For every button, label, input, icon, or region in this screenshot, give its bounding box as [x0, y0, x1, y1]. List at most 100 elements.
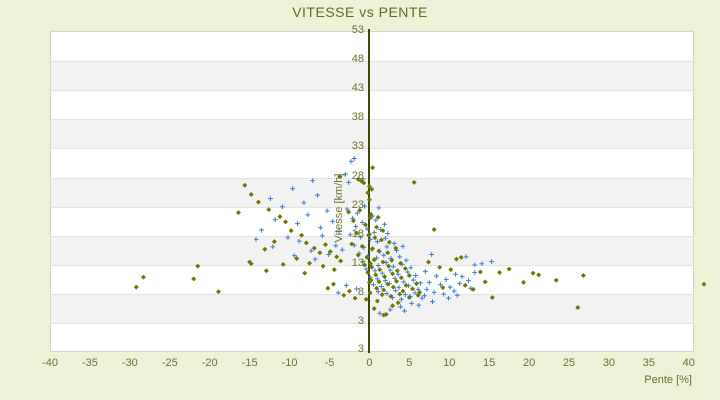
y-tick-label: 38: [351, 111, 364, 124]
data-point: [359, 243, 365, 249]
data-point: [410, 277, 416, 283]
data-point: [370, 165, 376, 171]
data-point: [386, 263, 392, 269]
data-point: [405, 269, 411, 275]
data-point: [263, 268, 269, 274]
data-point: [375, 263, 381, 269]
data-point: [349, 241, 355, 247]
data-point: [364, 254, 370, 260]
data-point: [362, 222, 368, 228]
data-point: [468, 285, 474, 291]
data-point: [262, 246, 268, 252]
data-point: [408, 265, 414, 271]
plot-area: [50, 31, 694, 352]
data-point: [417, 289, 423, 295]
data-point: [280, 261, 286, 267]
data-point: [296, 238, 302, 244]
data-point: [302, 270, 308, 276]
data-point: [406, 295, 412, 301]
data-point: [394, 278, 400, 284]
chart-title: VITESSE vs PENTE: [292, 4, 428, 20]
data-point: [368, 211, 374, 217]
data-point: [365, 270, 371, 276]
data-point: [317, 250, 323, 256]
data-point: [140, 274, 146, 280]
data-point: [400, 288, 406, 294]
data-point: [390, 284, 396, 290]
data-point: [353, 224, 359, 230]
data-point: [358, 178, 364, 184]
data-point: [242, 182, 248, 188]
data-point: [335, 290, 341, 296]
data-point: [431, 226, 437, 232]
y-tick-label: 48: [351, 53, 364, 66]
data-point: [440, 285, 446, 291]
data-point: [322, 242, 328, 248]
data-point: [421, 293, 427, 299]
data-point: [530, 270, 536, 276]
data-point: [390, 271, 396, 277]
data-point: [409, 300, 415, 306]
x-tick-label: -40: [42, 357, 58, 369]
data-point: [419, 295, 425, 301]
data-point: [402, 308, 408, 314]
data-point: [422, 268, 428, 274]
data-point: [447, 284, 453, 290]
data-point: [374, 276, 380, 282]
data-point: [398, 260, 404, 266]
data-point: [433, 273, 439, 279]
data-point: [337, 174, 343, 179]
data-point: [375, 289, 381, 295]
data-point: [320, 263, 326, 269]
data-point: [267, 196, 273, 202]
data-point: [383, 260, 389, 266]
data-point: [331, 267, 337, 273]
y-tick-label: 23: [351, 198, 364, 211]
data-point: [479, 261, 485, 267]
data-point: [291, 253, 297, 259]
plot-band: [51, 177, 693, 207]
x-tick-label: 35: [642, 357, 655, 369]
data-point: [429, 299, 435, 305]
data-point: [400, 243, 406, 249]
data-point: [387, 307, 393, 313]
data-point: [325, 285, 331, 291]
data-point: [393, 245, 399, 251]
data-point: [364, 226, 370, 232]
data-point: [191, 276, 197, 282]
data-point: [389, 257, 395, 263]
data-point: [279, 204, 285, 210]
data-point: [412, 290, 418, 296]
x-tick-label: -25: [161, 357, 178, 369]
data-point: [453, 256, 459, 262]
x-tick-label: 25: [562, 357, 576, 369]
data-point: [283, 219, 289, 225]
data-point: [398, 304, 404, 310]
data-point: [406, 272, 412, 278]
data-point: [384, 290, 390, 296]
data-point: [354, 286, 360, 292]
data-point: [393, 288, 399, 294]
x-tick-label: -35: [81, 357, 98, 369]
data-point: [536, 272, 542, 278]
data-point: [402, 292, 408, 298]
data-point: [506, 266, 512, 272]
data-point: [426, 279, 432, 285]
data-point: [410, 286, 416, 292]
data-point: [403, 257, 409, 263]
data-point: [295, 221, 301, 227]
data-point: [314, 192, 320, 198]
y-tick-label: 53: [351, 24, 364, 36]
data-point: [415, 292, 421, 298]
data-point: [521, 279, 526, 285]
data-point: [259, 227, 265, 233]
data-point: [290, 186, 296, 192]
data-point: [415, 286, 421, 292]
plot-band: [51, 90, 693, 120]
data-point: [379, 292, 385, 298]
data-point: [462, 282, 468, 288]
data-point: [367, 274, 373, 280]
data-point: [361, 180, 367, 186]
data-point: [457, 281, 463, 287]
data-point: [385, 231, 391, 237]
